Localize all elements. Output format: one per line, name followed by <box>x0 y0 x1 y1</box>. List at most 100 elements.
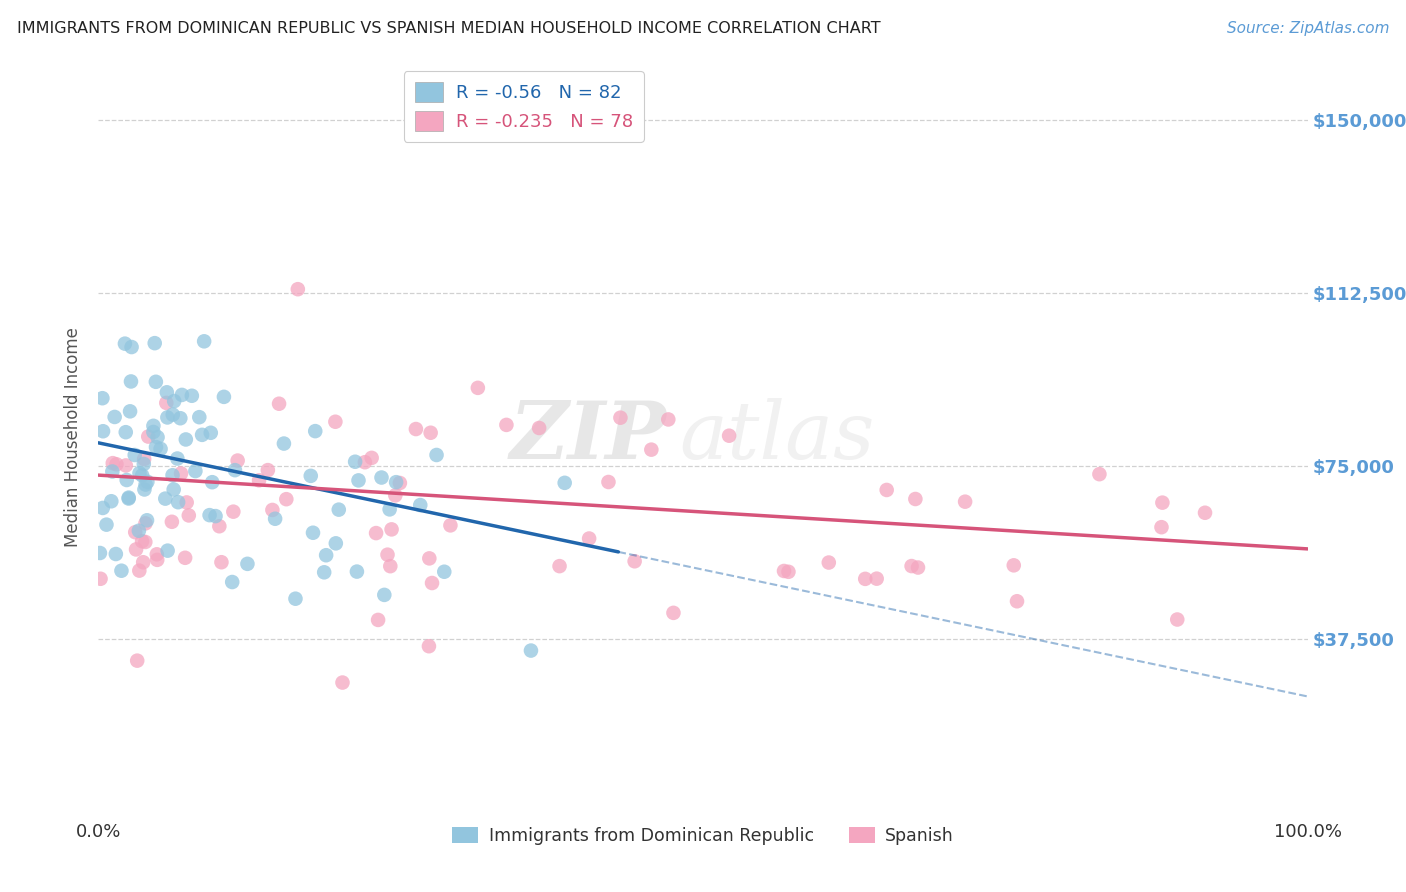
Point <box>100 494 122 508</box>
Point <box>146 547 169 561</box>
Text: atlas: atlas <box>679 399 875 475</box>
Y-axis label: Median Household Income: Median Household Income <box>65 327 83 547</box>
Point <box>201 475 224 490</box>
Point <box>598 475 620 489</box>
Point <box>418 551 440 566</box>
Point <box>370 470 392 484</box>
Point <box>134 483 156 497</box>
Point <box>439 518 461 533</box>
Point <box>136 429 159 443</box>
Point <box>853 572 876 586</box>
Point <box>96 517 118 532</box>
Point <box>167 495 190 509</box>
Point <box>104 409 127 424</box>
Point <box>346 565 368 579</box>
Point <box>332 675 354 690</box>
Point <box>110 564 132 578</box>
Point <box>1194 506 1216 520</box>
Point <box>344 455 367 469</box>
Point <box>114 425 136 440</box>
Point <box>315 548 337 562</box>
Point <box>136 513 159 527</box>
Point <box>177 508 200 523</box>
Point <box>384 488 406 502</box>
Point <box>378 502 401 516</box>
Point <box>163 394 186 409</box>
Point <box>191 427 214 442</box>
Point <box>222 505 245 519</box>
Point <box>866 572 889 586</box>
Point <box>134 452 156 467</box>
Point <box>135 477 157 491</box>
Point <box>132 457 155 471</box>
Point <box>609 410 631 425</box>
Point <box>284 591 307 606</box>
Point <box>91 391 114 405</box>
Point <box>381 522 404 536</box>
Point <box>257 463 280 477</box>
Point <box>125 542 148 557</box>
Point <box>623 554 645 568</box>
Point <box>276 492 298 507</box>
Point <box>347 474 370 488</box>
Point <box>1005 594 1028 608</box>
Point <box>221 574 243 589</box>
Point <box>134 535 156 549</box>
Point <box>420 576 443 591</box>
Point <box>162 468 184 483</box>
Point <box>1088 467 1111 482</box>
Point <box>325 415 347 429</box>
Point <box>900 559 922 574</box>
Point <box>142 425 165 439</box>
Point <box>91 424 114 438</box>
Point <box>773 564 796 578</box>
Point <box>91 500 114 515</box>
Point <box>520 643 543 657</box>
Point <box>1002 558 1025 573</box>
Point <box>121 340 143 354</box>
Point <box>419 425 441 440</box>
Point <box>142 418 165 433</box>
Point <box>1166 613 1188 627</box>
Point <box>578 532 600 546</box>
Point <box>145 440 167 454</box>
Point <box>117 491 139 506</box>
Point <box>718 428 741 442</box>
Point <box>120 375 142 389</box>
Point <box>124 448 146 462</box>
Point <box>128 466 150 480</box>
Point <box>1152 496 1174 510</box>
Point <box>224 463 246 477</box>
Point <box>136 475 159 489</box>
Point <box>377 548 399 562</box>
Point <box>208 519 231 533</box>
Point <box>778 565 800 579</box>
Point <box>953 494 976 508</box>
Point <box>380 559 402 574</box>
Point <box>156 410 179 425</box>
Point <box>105 458 128 472</box>
Point <box>89 546 111 560</box>
Point <box>907 560 929 574</box>
Point <box>174 550 197 565</box>
Point <box>817 556 839 570</box>
Point <box>302 525 325 540</box>
Point <box>236 557 259 571</box>
Point <box>367 613 389 627</box>
Point <box>328 502 350 516</box>
Point <box>145 375 167 389</box>
Point <box>124 525 146 540</box>
Point <box>127 654 149 668</box>
Point <box>314 566 336 580</box>
Point <box>115 473 138 487</box>
Point <box>118 491 141 505</box>
Point <box>170 467 193 481</box>
Point <box>527 421 550 435</box>
Text: ZIP: ZIP <box>510 399 666 475</box>
Point <box>209 555 232 569</box>
Point <box>193 334 215 349</box>
Point <box>662 606 685 620</box>
Point <box>134 516 156 531</box>
Point <box>287 282 309 296</box>
Point <box>299 468 322 483</box>
